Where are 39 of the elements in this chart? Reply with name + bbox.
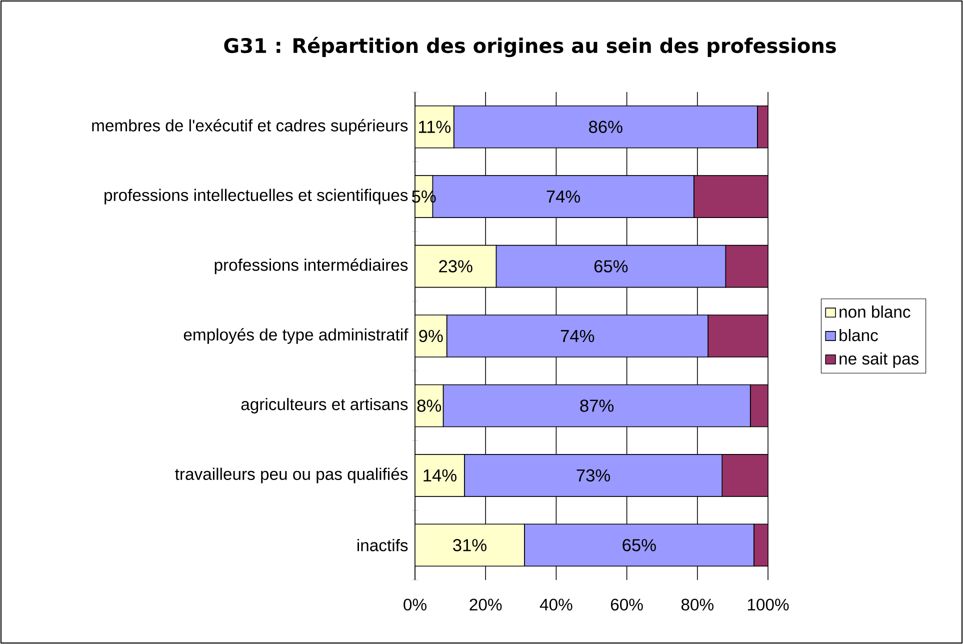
y-tick-label: inactifs [358, 539, 408, 552]
data-label: 9% [419, 330, 443, 342]
x-tick-label: 0% [404, 598, 426, 611]
y-tick-label: professions intermédiaires [214, 258, 408, 274]
data-label: 65% [622, 539, 656, 552]
y-tick-label: employés de type administratif [184, 328, 408, 344]
legend-label: blanc [840, 328, 878, 342]
bar [415, 244, 497, 288]
data-label: 14% [424, 469, 456, 482]
bar [722, 454, 768, 497]
bar [693, 175, 768, 218]
data-label: 8% [417, 400, 442, 412]
x-tick-label: 40% [540, 598, 572, 611]
legend-label: non blanc [840, 306, 910, 318]
bar [753, 524, 768, 567]
y-tick-label: membres de l'exécutif et cadres supérieurs [92, 119, 408, 135]
data-label: 23% [439, 260, 472, 272]
data-label: 73% [576, 469, 610, 482]
x-tick-label: 100% [748, 598, 789, 611]
y-tick-label: travailleurs peu ou pas qualifiés [175, 468, 408, 484]
data-label: 74% [560, 330, 594, 342]
bar [415, 524, 525, 567]
bar [415, 454, 465, 497]
data-label: 86% [589, 120, 622, 133]
bar [708, 314, 768, 358]
y-tick-label: agriculteurs et artisans [241, 398, 408, 414]
bar [725, 244, 768, 288]
x-tick-label: 20% [470, 598, 502, 611]
chart-title: G31 : Répartition des origines au sein des professions [224, 36, 836, 58]
legend-label: ne sait pas [840, 352, 919, 368]
data-label: 31% [453, 539, 486, 552]
bar [750, 384, 768, 428]
x-tick-label: 60% [610, 598, 643, 611]
data-label: 11% [419, 120, 451, 133]
y-tick-label: professions intellectuelles et scientifiques [104, 188, 408, 204]
data-label: 87% [580, 400, 614, 412]
x-tick-label: 80% [681, 598, 714, 611]
data-label: 74% [546, 190, 580, 203]
data-label: 65% [594, 260, 628, 272]
